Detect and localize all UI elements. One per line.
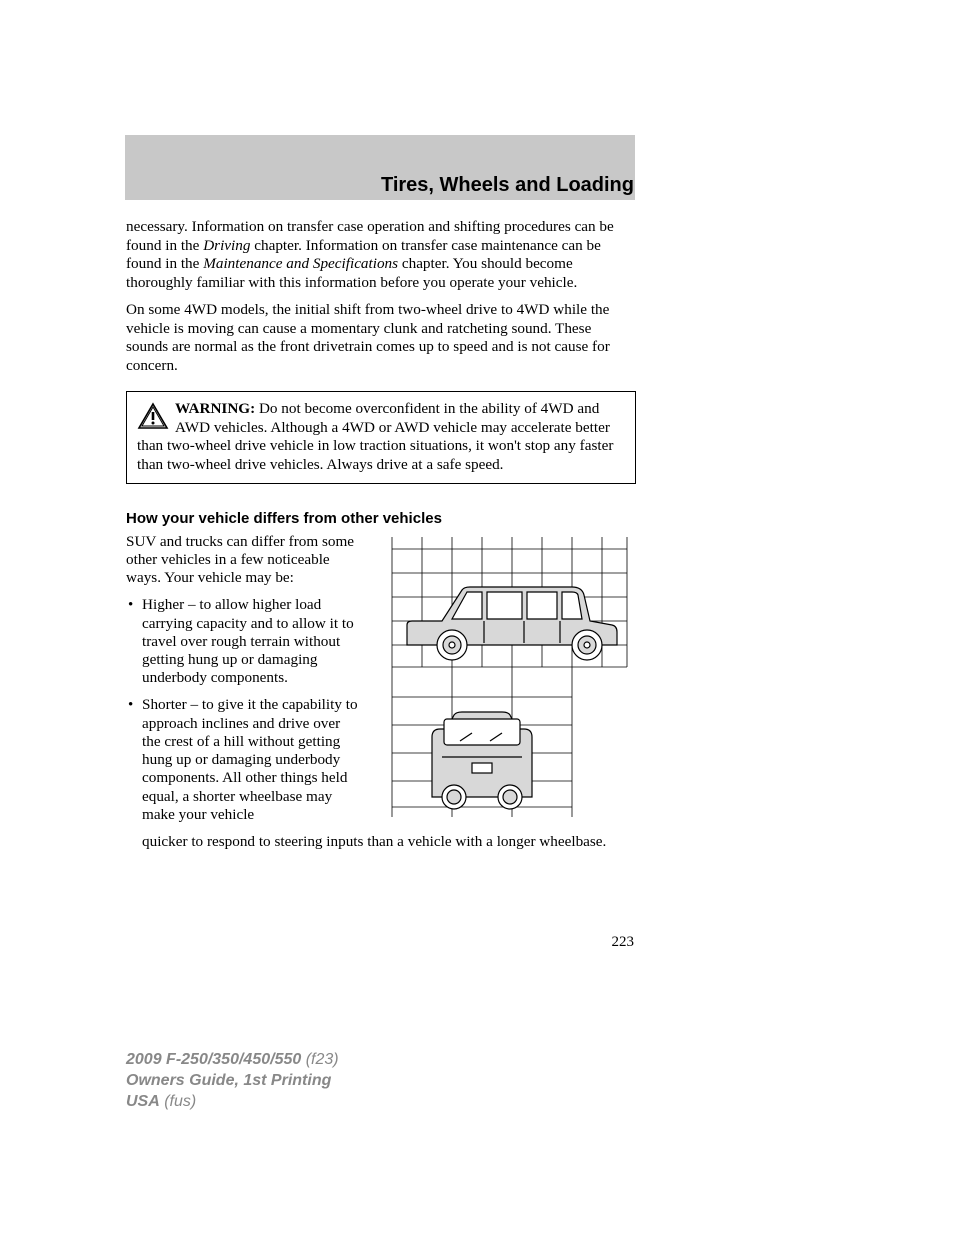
page-title: Tires, Wheels and Loading: [381, 174, 634, 197]
paragraph-2: On some 4WD models, the initial shift fr…: [126, 301, 636, 375]
right-column: [372, 533, 632, 834]
paragraph-1: necessary. Information on transfer case …: [126, 218, 636, 292]
para1-italic-b: Maintenance and Specifications: [203, 255, 398, 272]
list-item: Shorter – to give it the capability to a…: [126, 696, 360, 824]
footer-line-3: USA (fus): [126, 1092, 339, 1113]
subheading: How your vehicle differs from other vehi…: [126, 510, 636, 527]
vehicle-diagram: [372, 537, 632, 817]
page-number: 223: [612, 934, 635, 951]
two-column-section: SUV and trucks can differ from some othe…: [126, 533, 636, 834]
bullet-list: Higher – to allow higher load carrying c…: [126, 596, 360, 824]
footer-model: 2009 F-250/350/450/550: [126, 1051, 301, 1068]
footer-code-2: (fus): [160, 1093, 196, 1110]
footer-country: USA: [126, 1093, 160, 1110]
para1-italic-a: Driving: [203, 237, 250, 254]
footer: 2009 F-250/350/450/550 (f23) Owners Guid…: [126, 1050, 339, 1112]
footer-line-1: 2009 F-250/350/450/550 (f23): [126, 1050, 339, 1071]
continuation-text: quicker to respond to steering inputs th…: [126, 833, 616, 851]
warning-icon: [137, 402, 169, 430]
footer-code-1: (f23): [301, 1051, 338, 1068]
warning-text: WARNING: Do not become overconfident in …: [137, 400, 625, 474]
warning-box: WARNING: Do not become overconfident in …: [126, 391, 636, 483]
intro-text: SUV and trucks can differ from some othe…: [126, 533, 360, 588]
list-item: Higher – to allow higher load carrying c…: [126, 596, 360, 687]
content-area: necessary. Information on transfer case …: [126, 218, 636, 851]
warning-label: WARNING:: [175, 400, 255, 417]
footer-line-2: Owners Guide, 1st Printing: [126, 1071, 339, 1092]
left-column: SUV and trucks can differ from some othe…: [126, 533, 360, 834]
